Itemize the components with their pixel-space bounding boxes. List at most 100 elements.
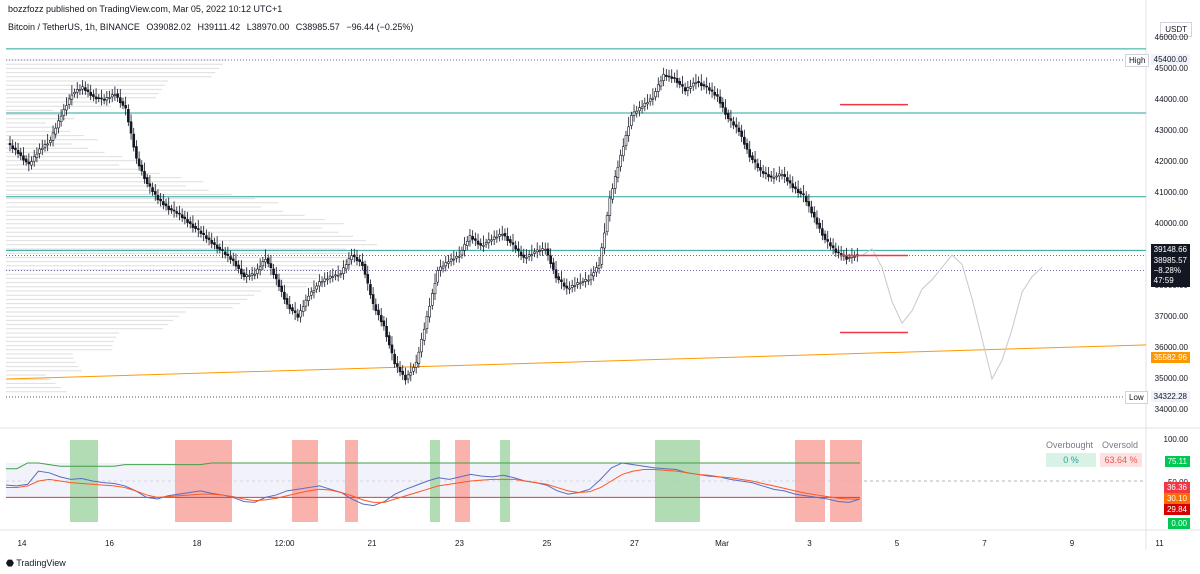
candle-body	[371, 294, 375, 304]
candle-body	[272, 268, 275, 275]
candle-body	[482, 245, 485, 247]
candle-body	[59, 115, 63, 123]
time-tick-label: 21	[367, 539, 377, 548]
candle-body	[587, 279, 590, 282]
candle-body	[546, 248, 550, 256]
candle-body	[538, 250, 542, 252]
time-tick-label: 23	[455, 539, 464, 548]
candle-body	[573, 285, 577, 287]
candle-body	[673, 77, 676, 79]
candle-body	[269, 263, 273, 269]
projection-path	[861, 248, 1043, 381]
candle-body	[699, 82, 703, 87]
osc-zero-label: 0.00	[1168, 518, 1190, 529]
red-osc-zone	[830, 440, 862, 522]
candle-body	[14, 147, 17, 151]
time-tick-label: 9	[1069, 539, 1075, 548]
candle-body	[791, 183, 795, 189]
candle-body	[215, 244, 219, 249]
candle-body	[788, 180, 792, 184]
candle-body	[447, 261, 450, 264]
candle-body	[624, 135, 628, 147]
candle-body	[86, 89, 90, 92]
candle-body	[621, 146, 625, 157]
candle-body	[465, 241, 469, 247]
candle-body	[118, 97, 122, 104]
price-tick-label: 42000.00	[1154, 157, 1188, 166]
symbol-info: Bitcoin / TetherUS, 1h, BINANCE O39082.0…	[8, 22, 417, 32]
price-tick-label: 40000.00	[1154, 219, 1188, 228]
candle-body	[584, 279, 587, 282]
candle-body	[608, 197, 612, 216]
candle-body	[570, 285, 574, 288]
candle-body	[656, 84, 660, 92]
candle-body	[105, 97, 109, 101]
candle-body	[449, 258, 453, 262]
candle-body	[347, 258, 351, 265]
candle-body	[517, 248, 520, 252]
high-price-label: 45400.00	[1150, 54, 1190, 65]
candle-body	[148, 183, 152, 187]
time-tick-label: 3	[807, 539, 812, 548]
candle-body	[597, 264, 601, 269]
candle-body	[831, 245, 835, 249]
candle-body	[740, 130, 743, 137]
candle-body	[237, 264, 240, 269]
candle-body	[506, 236, 509, 242]
footer-label: TradingView	[16, 558, 66, 568]
candle-body	[67, 98, 71, 105]
close-value: C38985.57	[295, 22, 340, 32]
candle-body	[57, 120, 60, 129]
time-tick-label: 16	[105, 539, 114, 548]
candle-body	[460, 250, 464, 256]
candle-body	[743, 136, 746, 145]
candle-body	[600, 247, 604, 265]
candle-body	[164, 203, 168, 207]
osc-tick-100: 100.00	[1163, 435, 1188, 444]
candle-body	[767, 174, 770, 178]
candle-body	[124, 105, 127, 109]
candle-body	[821, 228, 824, 236]
candle-body	[468, 235, 472, 242]
candle-body	[312, 290, 316, 293]
red-osc-zone	[455, 440, 470, 522]
candle-body	[242, 272, 246, 278]
candle-body	[309, 291, 313, 296]
candle-body	[92, 94, 95, 97]
osc-lower-label: 29.84	[1163, 504, 1190, 515]
candle-body	[172, 209, 176, 212]
candle-body	[406, 374, 410, 380]
candle-body	[737, 127, 741, 132]
candle-body	[689, 86, 692, 89]
candle-body	[94, 96, 98, 100]
candle-body	[734, 124, 738, 128]
candle-body	[541, 248, 544, 251]
candle-body	[565, 285, 569, 289]
candle-body	[804, 195, 808, 203]
candle-body	[127, 109, 130, 123]
candle-body	[694, 82, 698, 85]
time-tick-label: 7	[982, 539, 987, 548]
candle-body	[385, 325, 388, 338]
candle-body	[159, 198, 162, 202]
candle-body	[718, 96, 722, 104]
candle-body	[412, 367, 415, 372]
candle-body	[783, 174, 786, 177]
candle-body	[710, 89, 714, 92]
green-osc-zone	[655, 440, 700, 522]
candle-body	[409, 372, 413, 376]
tradingview-logo[interactable]: ⬣ TradingView	[6, 558, 66, 569]
candle-body	[390, 344, 394, 354]
candle-body	[11, 145, 14, 149]
candle-body	[151, 187, 154, 193]
candle-body	[199, 230, 203, 234]
currency-button[interactable]: USDT	[1160, 22, 1192, 37]
symbol-name[interactable]: Bitcoin / TetherUS, 1h, BINANCE	[8, 22, 140, 32]
candle-body	[264, 259, 267, 263]
price-tick-label: 36000.00	[1154, 343, 1188, 352]
candle-body	[379, 315, 383, 323]
candle-body	[514, 245, 517, 250]
candle-body	[40, 147, 44, 150]
candle-body	[315, 285, 318, 290]
